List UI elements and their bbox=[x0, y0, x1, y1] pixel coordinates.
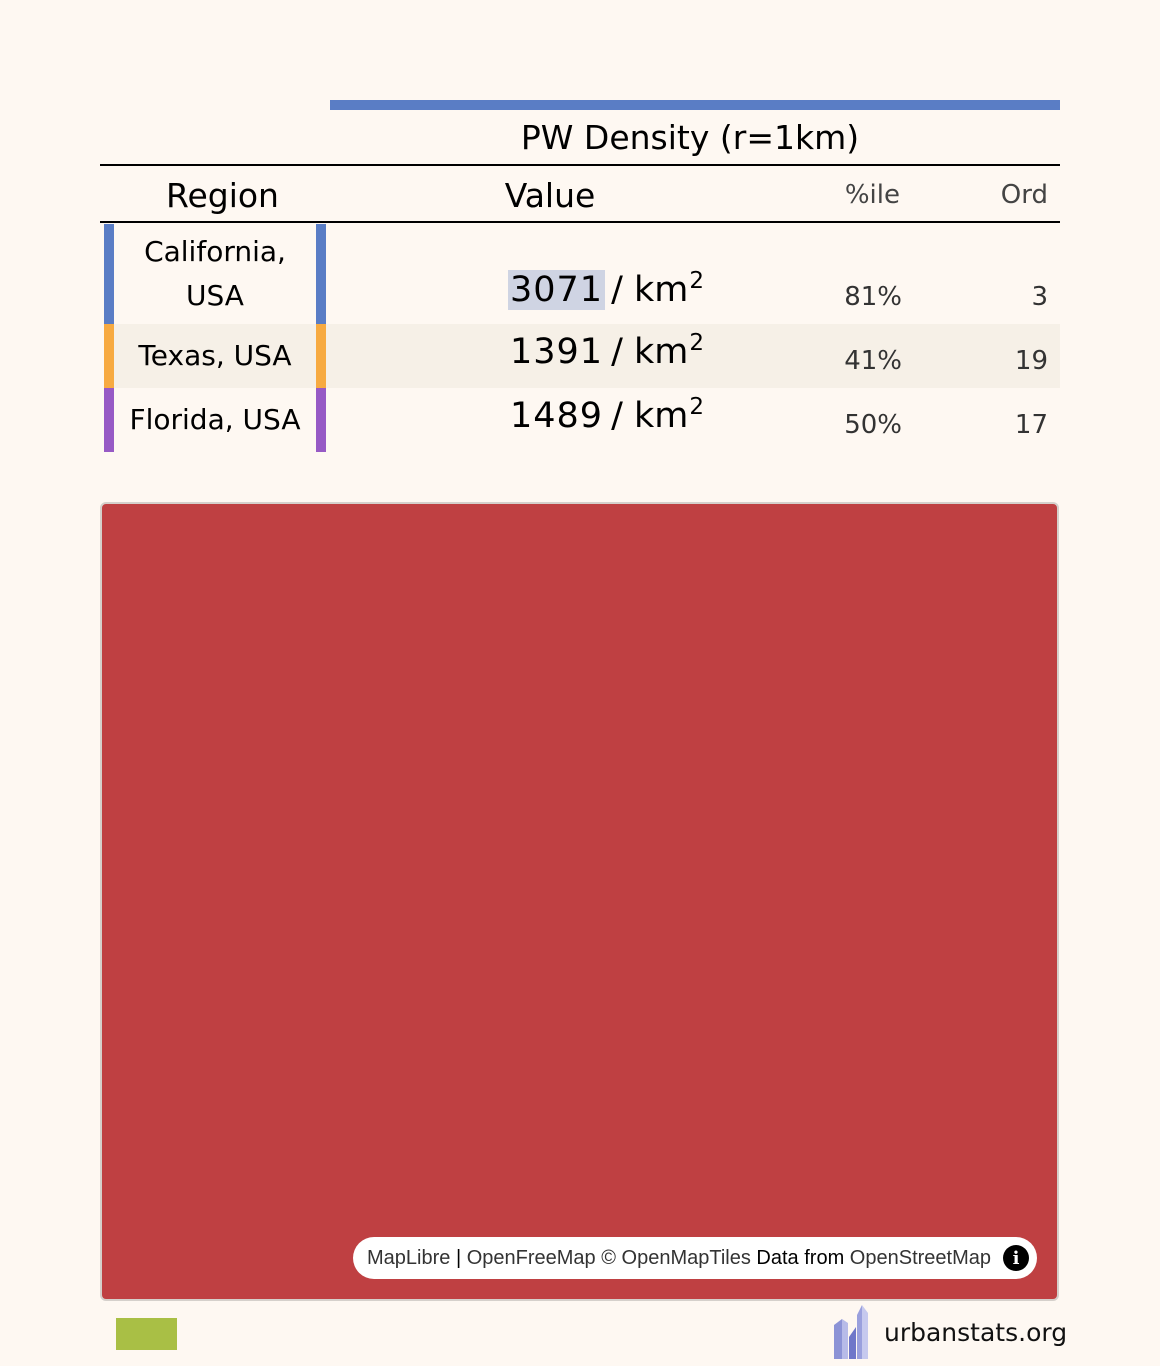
data-from-text: Data from bbox=[750, 1246, 850, 1269]
header-value: Value bbox=[504, 175, 596, 215]
info-icon[interactable]: i bbox=[1003, 1245, 1029, 1271]
value-cell: 1489 / km2 bbox=[334, 394, 704, 448]
region-link-texas[interactable]: Texas, USA bbox=[138, 339, 292, 372]
region-link-florida[interactable]: Florida, USA bbox=[129, 403, 301, 436]
statistic-color-bar bbox=[330, 100, 1060, 110]
openmaptiles-link[interactable]: OpenMapTiles bbox=[621, 1246, 751, 1269]
table-row-california: California, USA 3071 / km2 81% 3 bbox=[104, 224, 1060, 324]
map-attribution: MapLibre | OpenFreeMap © OpenMapTiles Da… bbox=[353, 1237, 1037, 1279]
value-cell: 3071 / km2 bbox=[334, 268, 704, 322]
percentile-cell: 41% bbox=[844, 346, 902, 376]
header-top-rule bbox=[100, 164, 1060, 166]
copyright-text: © bbox=[595, 1246, 622, 1269]
region-color-swatch bbox=[104, 224, 114, 324]
value-number: 1391 bbox=[510, 332, 604, 372]
region-color-swatch bbox=[104, 324, 114, 388]
value-cell: 1391 / km2 bbox=[334, 330, 704, 384]
region-color-swatch bbox=[316, 324, 326, 388]
header-percentile: %ile bbox=[844, 180, 900, 210]
region-link-california[interactable]: California, USA bbox=[144, 235, 286, 312]
skyline-logo-icon bbox=[834, 1305, 868, 1359]
table-row-florida: Florida, USA 1489 / km2 50% 17 bbox=[104, 388, 1060, 452]
region-color-swatch bbox=[104, 388, 114, 452]
value-number: 3071 bbox=[508, 270, 606, 310]
maplibre-link[interactable]: MapLibre bbox=[367, 1246, 451, 1269]
brand-name: urbanstats.org bbox=[884, 1317, 1068, 1347]
value-unit: / km2 bbox=[611, 268, 704, 310]
table-row-texas: Texas, USA 1391 / km2 41% 19 bbox=[104, 324, 1060, 388]
openstreetmap-link[interactable]: OpenStreetMap bbox=[849, 1246, 991, 1269]
ordinal-cell[interactable]: 17 bbox=[1014, 410, 1048, 440]
header-bottom-rule bbox=[100, 221, 1060, 223]
header-ordinal: Ord bbox=[1000, 180, 1048, 210]
value-unit: / km2 bbox=[611, 330, 704, 372]
brand[interactable]: urbanstats.org bbox=[832, 1304, 1067, 1360]
ordinal-cell[interactable]: 19 bbox=[1014, 346, 1048, 376]
value-unit: / km2 bbox=[611, 394, 704, 436]
map-canvas[interactable]: MapLibre | OpenFreeMap © OpenMapTiles Da… bbox=[100, 502, 1059, 1301]
header-region: Region bbox=[166, 175, 279, 215]
ordinal-cell[interactable]: 3 bbox=[1031, 282, 1048, 312]
value-number: 1489 bbox=[510, 396, 604, 436]
region-color-swatch bbox=[316, 224, 326, 324]
openfreemap-link[interactable]: OpenFreeMap bbox=[466, 1246, 596, 1269]
percentile-cell: 50% bbox=[844, 410, 902, 440]
attribution-separator: | bbox=[450, 1246, 467, 1269]
map-legend-swatch bbox=[116, 1318, 177, 1350]
region-color-swatch bbox=[316, 388, 326, 452]
statistic-title[interactable]: PW Density (r=1km) bbox=[520, 117, 860, 157]
percentile-cell: 81% bbox=[844, 282, 902, 312]
